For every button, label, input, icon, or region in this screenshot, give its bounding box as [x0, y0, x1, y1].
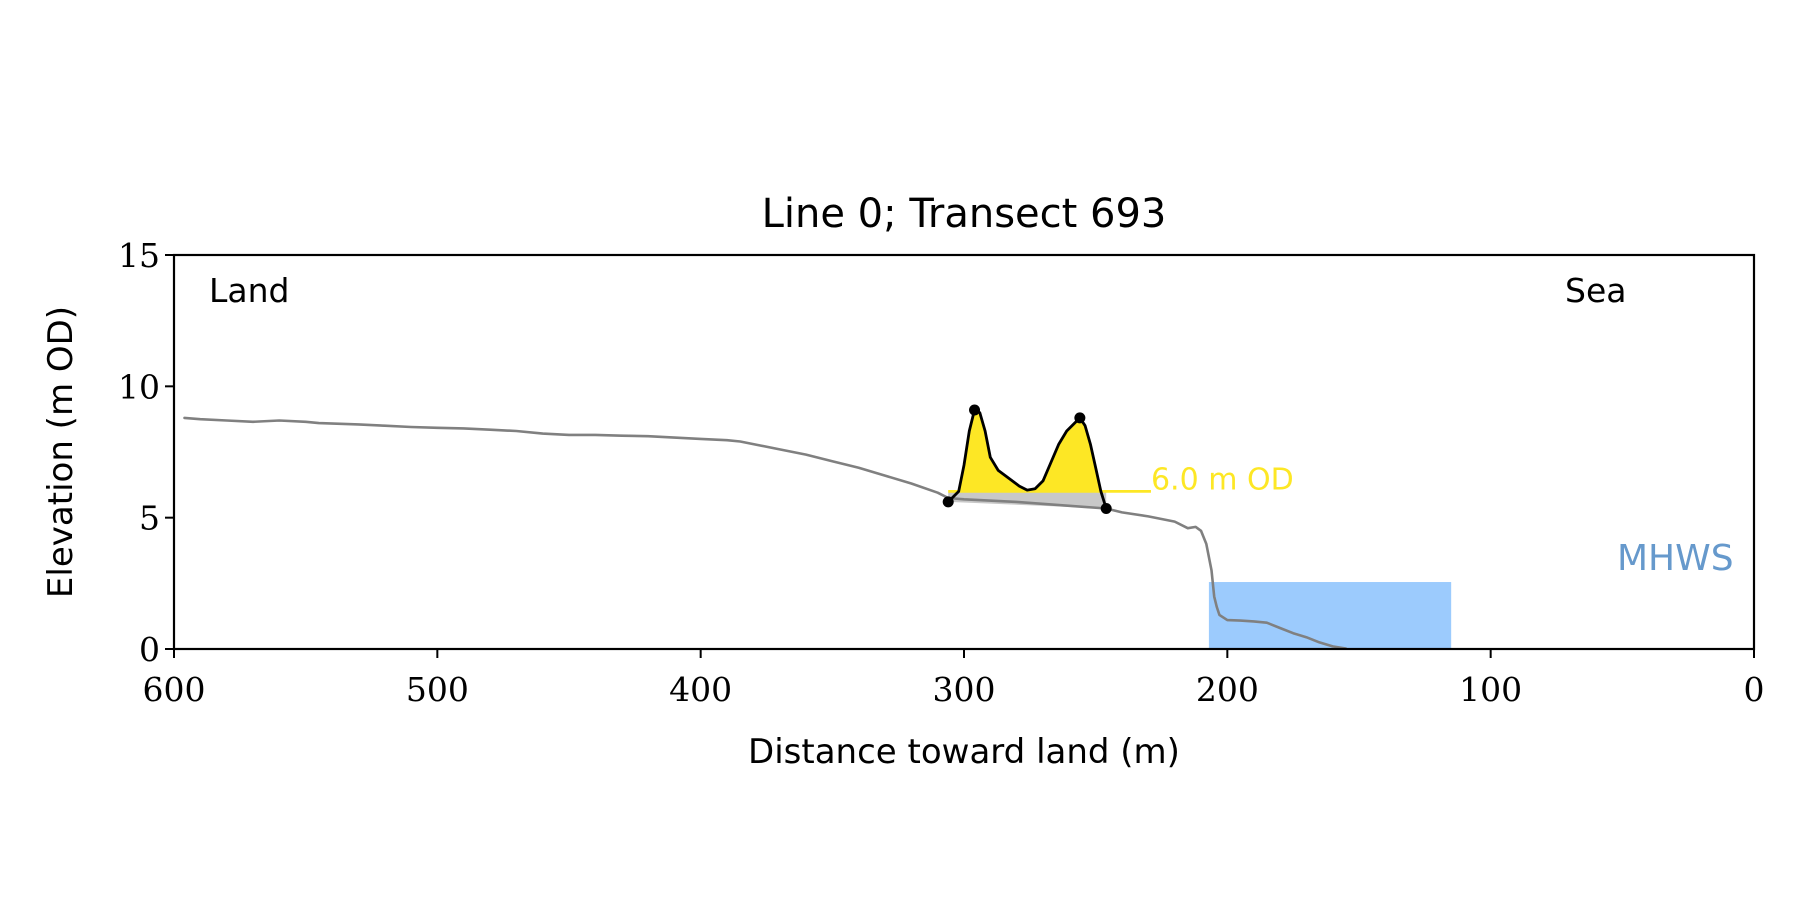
sea-label: Sea	[1565, 271, 1626, 310]
x-tick-label: 100	[1459, 670, 1522, 709]
x-tick-label: 300	[933, 670, 996, 709]
axes-frame	[172, 253, 1756, 651]
dune-marker	[969, 404, 981, 416]
mhws-area	[1208, 582, 1452, 649]
x-tick-label: 500	[406, 670, 469, 709]
y-tick-label: 15	[118, 236, 160, 275]
profile-layer	[183, 416, 1348, 650]
dune-marker	[942, 496, 954, 508]
y-axis-ticks: 0 5 10 15	[118, 236, 174, 669]
x-axis-label: Distance toward land (m)	[748, 732, 1180, 772]
dune-fill-layer	[958, 410, 1101, 492]
land-label: Land	[209, 271, 289, 310]
y-tick-label: 0	[139, 630, 160, 669]
marker-layer	[942, 404, 1112, 514]
y-axis-label: Elevation (m OD)	[41, 306, 81, 598]
x-tick-label: 200	[1196, 670, 1259, 709]
y-tick-label: 10	[118, 367, 160, 406]
dune-base-layer	[948, 491, 1107, 509]
chart-title: Line 0; Transect 693	[762, 191, 1167, 237]
ground-profile-line	[183, 416, 1348, 650]
threshold-label: 6.0 m OD	[1151, 462, 1294, 497]
x-tick-label: 600	[143, 670, 206, 709]
dune-marker	[1074, 412, 1086, 424]
mhws-label: MHWS	[1617, 538, 1734, 579]
y-tick-label: 5	[139, 499, 160, 538]
x-axis-ticks: 600 500 400 300 200 100 0	[143, 649, 1765, 709]
dune-volume-area	[958, 410, 1101, 492]
plot-area	[183, 404, 1452, 650]
mhws-layer	[1208, 582, 1452, 649]
x-tick-label: 400	[669, 670, 732, 709]
dune-marker	[1100, 502, 1112, 514]
x-tick-label: 0	[1744, 670, 1765, 709]
dune-base-area	[948, 491, 1107, 509]
